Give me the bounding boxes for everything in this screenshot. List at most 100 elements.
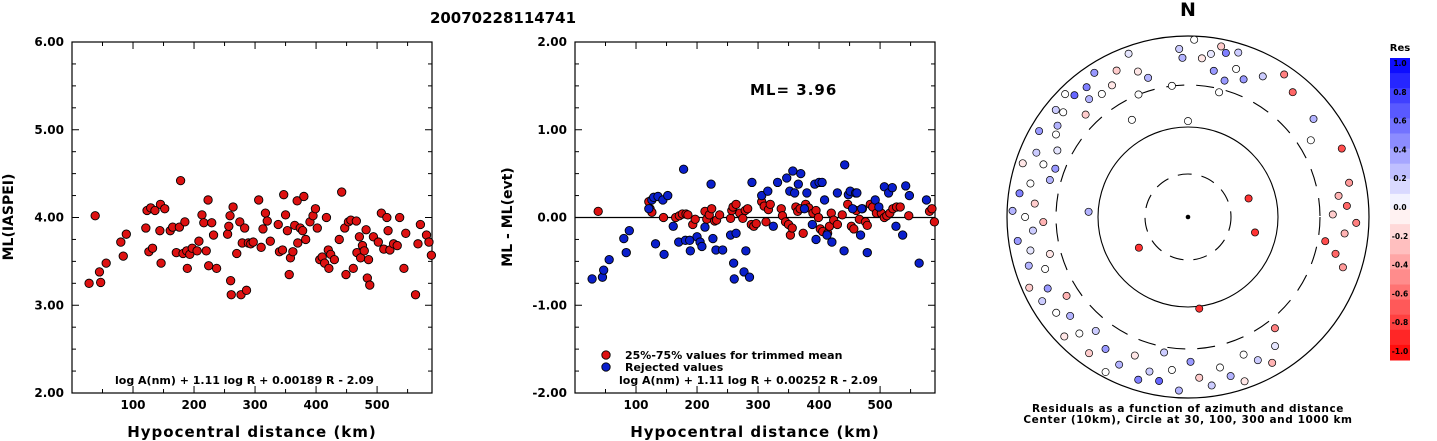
- data-point: [351, 216, 361, 226]
- station-residual-point: [1217, 42, 1226, 51]
- data-point: [341, 269, 351, 280]
- data-point: [862, 247, 872, 258]
- data-point: [383, 226, 393, 236]
- data-point: [796, 168, 806, 179]
- colorbar-cell: [1390, 178, 1410, 195]
- station-residual-point: [1239, 75, 1248, 84]
- station-residual-point: [1258, 72, 1267, 81]
- data-point: [96, 277, 106, 288]
- y-tick-label: -1.00: [532, 298, 567, 312]
- data-point: [901, 181, 911, 191]
- y-tick-label: 4.00: [34, 211, 64, 225]
- data-point: [94, 267, 105, 277]
- station-residual-point: [1167, 366, 1176, 374]
- station-residual-point: [1178, 53, 1187, 62]
- y-tick-label: 2.00: [34, 386, 64, 400]
- data-point: [621, 247, 631, 258]
- station-residual-point: [1337, 144, 1346, 153]
- circle-100km: [1097, 126, 1279, 308]
- data-point: [197, 210, 207, 220]
- data-point: [898, 230, 908, 240]
- data-point: [288, 247, 298, 257]
- station-residual-point: [1032, 148, 1041, 157]
- station-residual-point: [1061, 90, 1070, 99]
- station-residual-point: [1244, 194, 1253, 203]
- station-residual-point: [1209, 66, 1218, 75]
- data-point: [208, 230, 219, 240]
- epicenter-dot: [1185, 214, 1191, 220]
- station-residual-point: [1195, 373, 1204, 382]
- x-tick-label: 500: [365, 398, 390, 412]
- colorbar-cell: [1390, 284, 1410, 301]
- colorbar-cell: [1390, 58, 1410, 74]
- station-residual-point: [1030, 199, 1039, 208]
- data-point: [650, 239, 661, 249]
- data-point: [182, 263, 192, 274]
- data-point: [799, 204, 810, 214]
- station-residual-point: [1220, 76, 1229, 85]
- station-residual-point: [1268, 358, 1277, 367]
- station-residual-point: [1070, 91, 1079, 100]
- data-point: [258, 224, 268, 234]
- data-point: [921, 195, 932, 205]
- station-residual-point: [1240, 377, 1249, 386]
- station-residual-point: [1232, 65, 1241, 73]
- data-point: [226, 290, 236, 300]
- station-residual-point: [1051, 105, 1060, 114]
- station-residual-point: [1026, 179, 1035, 188]
- x-tick-labels: 100 200 300 400 500: [623, 398, 892, 412]
- data-point: [604, 254, 614, 265]
- colorbar-cell: [1390, 133, 1410, 150]
- data-point: [707, 204, 717, 214]
- data-point: [714, 210, 725, 220]
- colorbar-cell: [1390, 329, 1410, 346]
- data-point: [904, 211, 914, 221]
- data-point: [593, 206, 603, 217]
- data-point: [282, 226, 293, 236]
- station-residual-point: [1112, 66, 1121, 75]
- x-tick-label: 400: [807, 398, 832, 412]
- colorbar-tick-label: -1.0: [1392, 347, 1408, 356]
- station-residual-point: [1085, 95, 1094, 104]
- station-residual-point: [1045, 250, 1054, 258]
- data-point: [802, 188, 812, 198]
- colorbar-tick-label: 0.8: [1393, 88, 1406, 97]
- data-point: [365, 280, 375, 290]
- data-point: [644, 204, 654, 214]
- data-point: [619, 233, 629, 244]
- legend-marker-trimmed: [601, 350, 611, 360]
- y-tick-labels: -2.00 -1.00 0.00 1.00 2.00: [532, 35, 567, 400]
- data-point: [738, 213, 748, 224]
- data-point: [761, 217, 771, 227]
- data-point: [728, 258, 739, 268]
- data-point: [782, 173, 792, 183]
- data-point: [262, 216, 272, 226]
- data-point: [382, 212, 392, 223]
- data-point: [891, 221, 901, 231]
- data-point: [354, 232, 365, 242]
- station-residual-point: [1052, 130, 1060, 139]
- station-residual-point: [1352, 218, 1361, 227]
- data-point: [658, 212, 669, 223]
- station-residual-point: [1053, 146, 1062, 155]
- data-point: [273, 219, 283, 230]
- circle-300km: [1055, 84, 1321, 350]
- station-residual-point: [1127, 115, 1136, 124]
- polar-caption-line1: Residuals as a function of azimuth and d…: [1032, 403, 1344, 415]
- colorbar-cell: [1390, 344, 1410, 361]
- station-residual-point: [1133, 67, 1142, 76]
- data-point: [201, 246, 211, 256]
- data-point: [659, 249, 669, 260]
- data-point: [822, 230, 832, 240]
- colorbar-tick-label: 0.6: [1393, 117, 1406, 126]
- data-point: [668, 221, 678, 231]
- colorbar-title: Res: [1390, 43, 1410, 54]
- colorbar-cell: [1390, 103, 1410, 119]
- data-point: [729, 274, 739, 284]
- station-residual-point: [1321, 237, 1330, 246]
- station-residual-point: [1026, 246, 1035, 255]
- data-point: [874, 202, 884, 212]
- formula-text: log A(nm) + 1.11 log R + 0.00189 R - 2.0…: [115, 374, 374, 387]
- data-point: [731, 228, 741, 238]
